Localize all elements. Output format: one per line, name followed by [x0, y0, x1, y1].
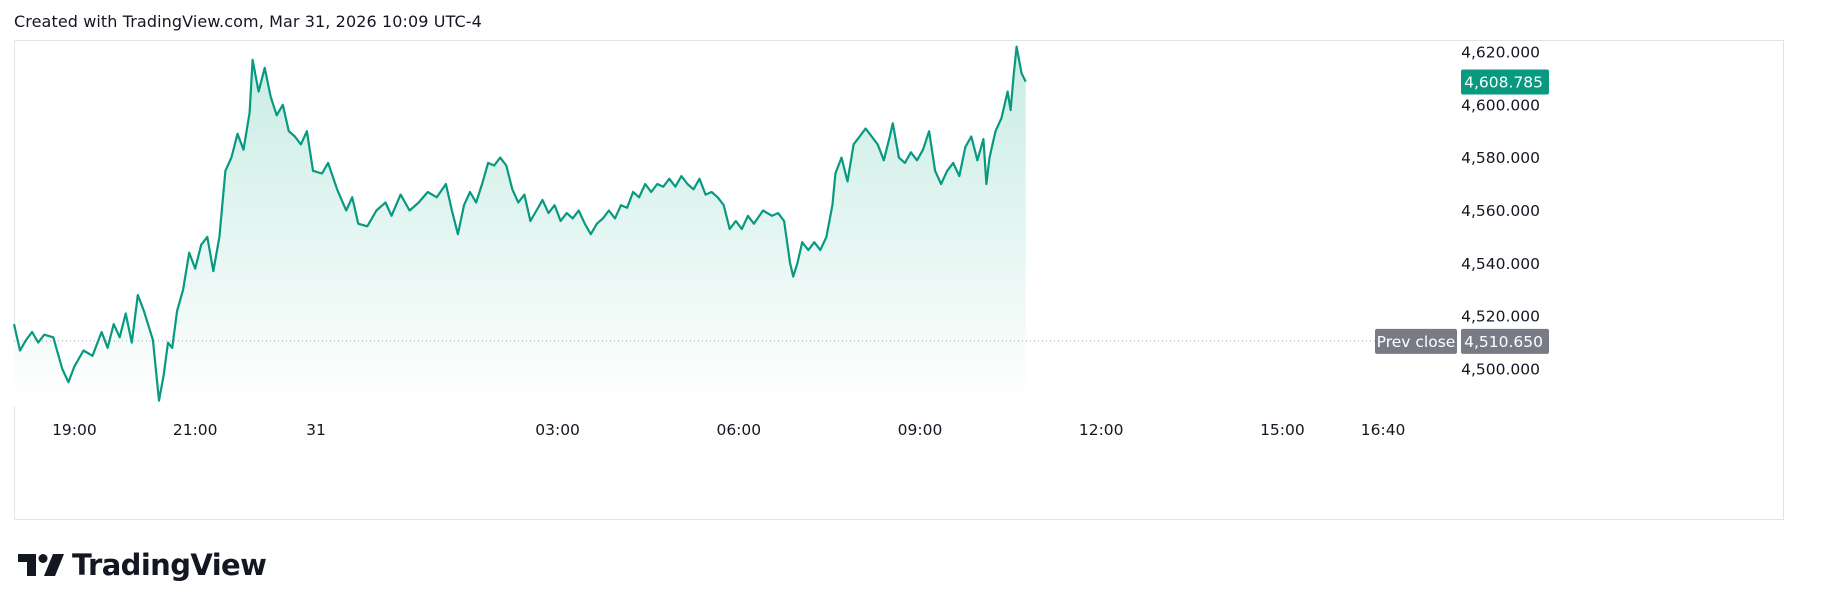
x-tick-label: 31	[306, 421, 326, 439]
price-line	[12, 45, 1027, 402]
x-axis: 19:00 21:00 31 03:00 06:00 09:00 12:00 15:00 16:…	[52, 421, 1405, 439]
y-tick-label: 4,540.000	[1461, 255, 1540, 273]
y-tick-label: 4,500.000	[1461, 361, 1540, 379]
y-tick-label: 4,600.000	[1461, 96, 1540, 114]
price-area-fill	[14, 46, 1026, 406]
last-price-badge-label: 4,608.785	[1464, 74, 1543, 92]
y-axis: 4,620.000 4,600.000 4,580.000 4,560.000 4,54…	[1461, 43, 1540, 378]
prev-close-value-badge-label: 4,510.650	[1464, 333, 1543, 351]
y-tick-label: 4,620.000	[1461, 43, 1540, 61]
chart-frame	[14, 40, 1784, 520]
price-badges: 4,608.785 Prev close 4,510.650	[1375, 69, 1549, 354]
y-tick-label: 4,560.000	[1461, 202, 1540, 220]
x-tick-label: 06:00	[716, 421, 761, 439]
x-tick-label: 03:00	[535, 421, 580, 439]
tradingview-wordmark: TradingView	[72, 548, 267, 582]
tradingview-brand[interactable]: TradingView	[18, 548, 267, 582]
chart-attribution-header: Created with TradingView.com, Mar 31, 20…	[14, 12, 482, 31]
prev-close-text-badge-background	[1375, 328, 1457, 354]
y-tick-label: 4,580.000	[1461, 149, 1540, 167]
x-tick-label: 16:40	[1361, 421, 1406, 439]
x-tick-label: 21:00	[173, 421, 218, 439]
last-price-badge-background	[1461, 69, 1549, 95]
x-tick-label: 19:00	[52, 421, 97, 439]
x-tick-label: 15:00	[1260, 421, 1305, 439]
prev-close-text-badge-label: Prev close	[1377, 333, 1456, 351]
x-tick-label: 12:00	[1079, 421, 1124, 439]
tradingview-logo-icon	[18, 554, 64, 576]
x-tick-label: 09:00	[898, 421, 943, 439]
prev-close-value-badge-background	[1461, 328, 1549, 354]
y-tick-label: 4,520.000	[1461, 308, 1540, 326]
